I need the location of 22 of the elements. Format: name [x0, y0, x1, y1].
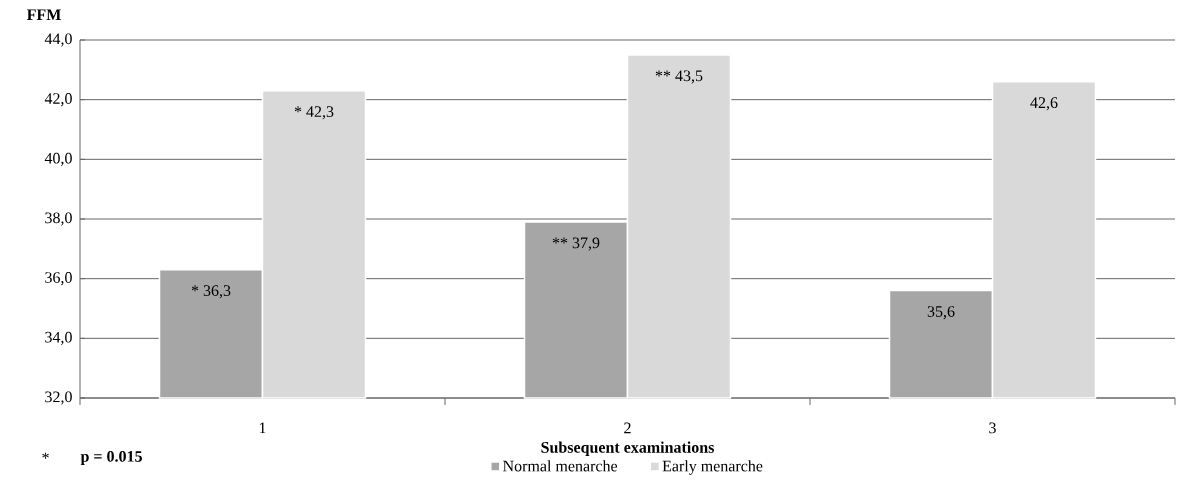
y-tick-label: 42,0	[44, 93, 72, 107]
x-tick-label: 3	[989, 422, 996, 434]
x-tick-label: 1	[259, 422, 266, 434]
y-tick-label: 38,0	[45, 212, 72, 226]
legend-label: Normal menarche	[503, 460, 618, 472]
y-tick-label: 34,0	[45, 331, 72, 345]
data-label: ** 37,9	[552, 237, 600, 251]
y-tick-label: 44,0	[44, 33, 72, 47]
text: p = 0.015	[80, 450, 142, 466]
data-label: ** 43,5	[655, 70, 703, 84]
data-label: 35,6	[927, 306, 955, 320]
data-label: 42,6	[1030, 97, 1058, 111]
y-tick-label: 36,0	[45, 272, 72, 286]
y-axis-title: FFM	[26, 9, 61, 20]
text: *	[42, 452, 49, 459]
y-tick-label: 32,0	[45, 391, 72, 405]
y-tick-label: 40,0	[44, 152, 72, 166]
legend-label: Early menarche	[662, 460, 763, 475]
data-label: * 42,3	[294, 106, 334, 120]
x-axis-title: Subsequent examinations	[541, 441, 714, 457]
x-tick-label: 2	[624, 422, 631, 434]
data-label: * 36,3	[191, 285, 231, 299]
